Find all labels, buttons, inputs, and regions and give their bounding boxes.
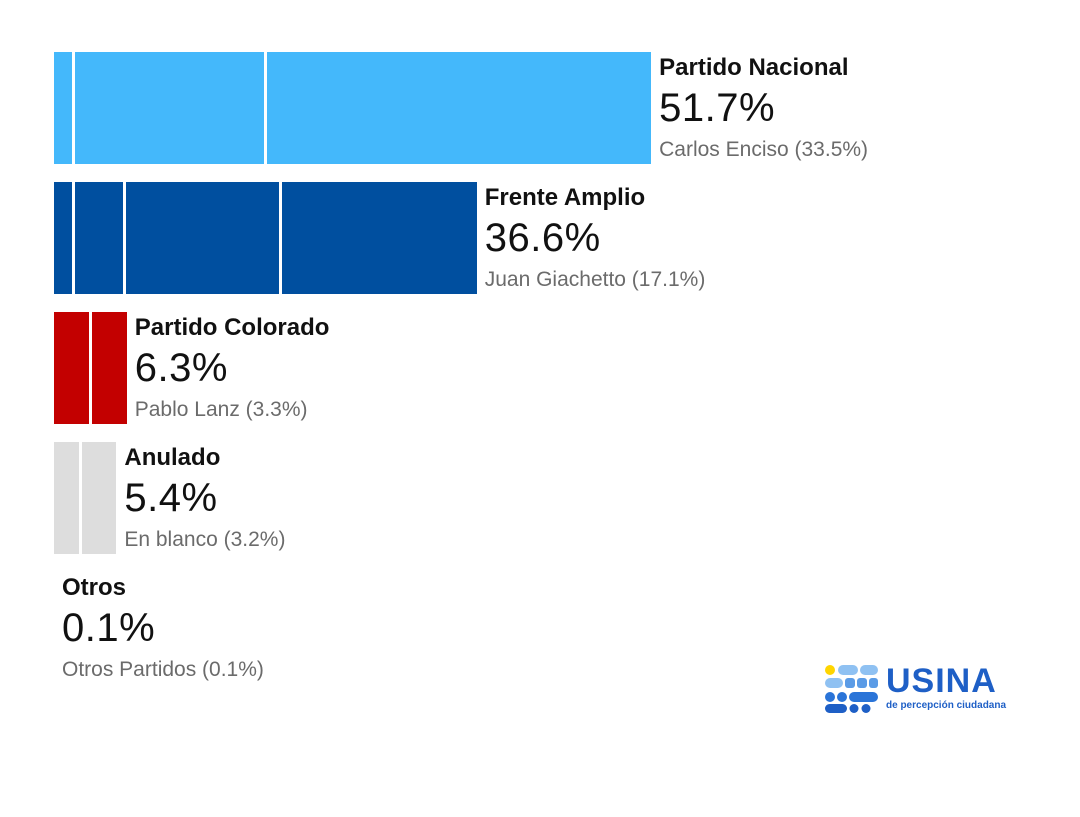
party-candidate-label: Carlos Enciso (33.5%) [659,138,869,161]
bar-segment-divider [72,182,76,294]
party-name-label: Partido Colorado [134,314,330,341]
party-name-label: Frente Amplio [484,184,646,211]
party-candidate-label: En blanco (3.2%) [124,528,286,551]
usina-logo-tagline: de percepción ciudadana [886,700,1007,711]
usina-logo-mark [825,665,878,713]
bar-segment-divider [72,52,76,164]
party-name-label: Partido Nacional [659,54,849,81]
party-bar [54,182,477,294]
bar-segment-divider [88,312,92,424]
usina-logo: USINA de percepción ciudadana [824,662,1024,716]
party-candidate-label: Pablo Lanz (3.3%) [134,398,308,421]
party-candidate-label: Juan Giachetto (17.1%) [484,268,706,291]
party-row: Otros 0.1% Otros Partidos (0.1%) [0,572,1080,684]
usina-logo-name: USINA [886,662,997,700]
bar-segment-divider [279,182,283,294]
party-percent-label: 0.1% [62,606,156,650]
bar-segment-divider [264,52,268,164]
party-percent-label: 6.3% [134,346,228,390]
party-name-label: Otros [62,574,127,601]
party-percent-label: 51.7% [659,86,776,130]
bar-segment-divider [123,182,127,294]
party-percent-label: 36.6% [484,216,601,260]
party-row: Partido Nacional 51.7% Carlos Enciso (33.5… [0,52,1080,164]
party-row: Anulado 5.4% En blanco (3.2%) [0,442,1080,554]
party-percent-label: 5.4% [124,476,218,520]
party-row: Frente Amplio 36.6% Juan Giachetto (17.1%) [0,182,1080,294]
bar-segment-divider [79,442,83,554]
party-bar [54,312,127,424]
party-bar [54,442,117,554]
party-bar [54,52,652,164]
party-candidate-label: Otros Partidos (0.1%) [62,658,264,681]
party-row: Partido Colorado 6.3% Pablo Lanz (3.3%) [0,312,1080,424]
party-name-label: Anulado [124,444,221,471]
